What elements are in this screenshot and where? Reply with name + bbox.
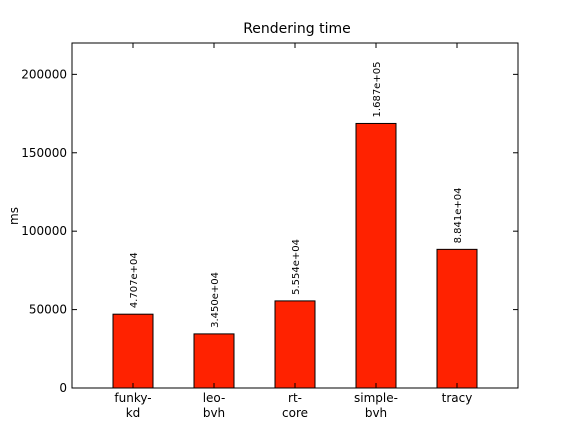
x-tick-label: bvh xyxy=(365,406,387,420)
y-axis-ticks: 0 50000 100000 150000 200000 xyxy=(21,67,518,395)
bar xyxy=(436,248,478,389)
y-tick-label: 150000 xyxy=(21,146,67,160)
x-tick-label: bvh xyxy=(203,406,225,420)
bar xyxy=(274,300,316,389)
bar-value-label: 4.707e+04 xyxy=(129,252,140,308)
x-tick-label: leo- xyxy=(203,391,226,405)
bar xyxy=(355,122,397,389)
x-tick-label: core xyxy=(282,406,308,420)
y-tick-label: 200000 xyxy=(21,67,67,81)
bar-value-label: 3.450e+04 xyxy=(210,272,221,328)
plot-frame xyxy=(71,42,519,389)
bar xyxy=(193,333,235,389)
x-tick-label: tracy xyxy=(442,391,473,405)
chart-title: Rendering time xyxy=(243,21,351,37)
y-tick-label: 0 xyxy=(59,381,67,395)
x-axis-ticks: funky-kd leo-bvh rt-core simple-bvh tracy xyxy=(114,43,472,420)
bars-layer: 4.707e+04 3.450e+04 5.554e+04 1.687e+05 8.84… xyxy=(112,62,478,389)
y-axis-label: ms xyxy=(7,207,21,225)
bar-value-label: 5.554e+04 xyxy=(291,239,302,295)
bar-value-label: 8.841e+04 xyxy=(453,187,464,243)
bar xyxy=(112,313,154,389)
y-tick-label: 100000 xyxy=(21,224,67,238)
x-tick-label: rt- xyxy=(288,391,302,405)
x-tick-label: simple- xyxy=(354,391,398,405)
bar-value-label: 1.687e+05 xyxy=(372,62,383,118)
y-tick-label: 50000 xyxy=(29,303,67,317)
x-tick-label: funky- xyxy=(114,391,151,405)
x-tick-label: kd xyxy=(126,406,141,420)
